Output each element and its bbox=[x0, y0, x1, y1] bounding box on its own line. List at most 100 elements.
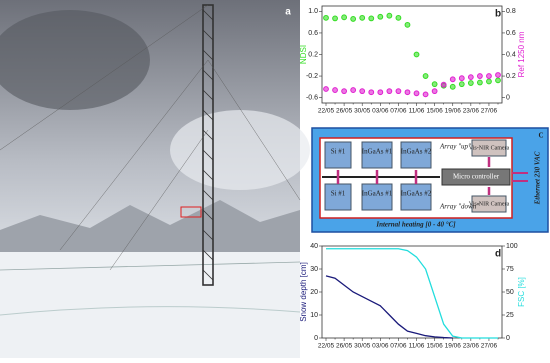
controller-label: Micro controller bbox=[453, 173, 500, 181]
point bbox=[449, 83, 456, 90]
point bbox=[404, 21, 411, 28]
y-tick-label: 0.6 bbox=[308, 30, 318, 37]
y2-tick-label: 0.6 bbox=[506, 30, 516, 37]
sensor-label: InGaAs #1 bbox=[362, 190, 393, 198]
panel-label: C bbox=[538, 132, 543, 140]
x-tick-label: 22/05 bbox=[318, 343, 335, 350]
sensor-label: Si #1 bbox=[331, 148, 346, 156]
line bbox=[325, 275, 453, 339]
point bbox=[495, 72, 501, 78]
y-tick-label: 1.0 bbox=[308, 8, 318, 15]
y2-tick-label: 25 bbox=[506, 312, 514, 319]
point bbox=[440, 81, 447, 88]
y2-tick-label: 0.4 bbox=[506, 51, 516, 58]
point bbox=[431, 88, 438, 95]
x-tick-label: 07/06 bbox=[390, 343, 407, 350]
point bbox=[386, 88, 393, 95]
x-tick-label: 15/06 bbox=[426, 108, 443, 115]
plot-area bbox=[321, 5, 503, 104]
y-tick-label: -0.2 bbox=[306, 73, 318, 80]
point bbox=[404, 89, 411, 96]
photo: a bbox=[0, 0, 310, 358]
sensor-label: InGaAs #2 bbox=[401, 190, 432, 198]
point bbox=[350, 87, 357, 93]
point bbox=[413, 90, 420, 97]
point bbox=[467, 80, 474, 86]
point bbox=[467, 74, 474, 81]
y2-tick-label: 0 bbox=[506, 335, 510, 342]
point bbox=[486, 73, 492, 79]
x-tick-label: 27/06 bbox=[481, 343, 498, 350]
y2-tick-label: 0 bbox=[506, 94, 510, 101]
y-axis-label: Snow depth [cm] bbox=[299, 262, 308, 322]
point bbox=[332, 15, 338, 22]
point bbox=[422, 91, 429, 98]
y-tick-label: 40 bbox=[310, 243, 318, 250]
x-tick-label: 11/06 bbox=[409, 108, 425, 115]
x-tick-label: 23/06 bbox=[463, 343, 480, 350]
x-tick-label: 11/06 bbox=[409, 343, 425, 350]
y2-tick-label: 100 bbox=[506, 243, 518, 250]
point bbox=[422, 73, 429, 79]
x-tick-label: 26/05 bbox=[336, 108, 353, 115]
point bbox=[386, 12, 393, 19]
point bbox=[395, 88, 402, 95]
y2-axis-label: FSC [%] bbox=[517, 277, 526, 307]
x-tick-label: 15/06 bbox=[426, 343, 443, 350]
y-tick-label: 30 bbox=[310, 266, 318, 273]
point bbox=[350, 16, 357, 22]
point bbox=[476, 79, 483, 86]
point bbox=[458, 75, 465, 82]
line bbox=[326, 248, 498, 339]
x-tick-label: 19/06 bbox=[445, 343, 462, 350]
panel-label: a bbox=[285, 7, 291, 18]
power-label: Ethernet 230 VAC bbox=[534, 151, 542, 205]
x-tick-label: 30/05 bbox=[354, 108, 371, 115]
point bbox=[449, 76, 456, 83]
point bbox=[359, 88, 366, 95]
x-tick-label: 22/05 bbox=[318, 108, 335, 115]
sensor-label: InGaAs #1 bbox=[362, 148, 393, 156]
x-tick-label: 03/06 bbox=[372, 343, 389, 350]
point bbox=[395, 14, 402, 21]
x-tick-label: 26/05 bbox=[336, 343, 353, 350]
plot-area bbox=[321, 245, 503, 339]
y-tick-label: 10 bbox=[310, 312, 318, 319]
camera-label: Vis-NIR Camera bbox=[469, 201, 510, 207]
point bbox=[458, 81, 465, 88]
y2-tick-label: 0.8 bbox=[506, 8, 516, 15]
point bbox=[332, 87, 338, 93]
x-tick-label: 19/06 bbox=[445, 108, 462, 115]
sensor-label: InGaAs #2 bbox=[401, 148, 432, 156]
array-label: Array "up" bbox=[439, 143, 471, 151]
point bbox=[341, 88, 348, 95]
diagram: Si #1 InGaAs #1 InGaAs #2 Si #1 InGaAs #… bbox=[311, 127, 549, 233]
point bbox=[368, 89, 375, 96]
x-tick-label: 23/06 bbox=[463, 108, 480, 115]
point bbox=[377, 13, 384, 20]
y2-axis-label: Ref 1250 nm bbox=[517, 31, 526, 77]
point bbox=[377, 89, 384, 96]
y-tick-label: 20 bbox=[310, 289, 318, 296]
point bbox=[359, 14, 366, 21]
point bbox=[341, 14, 348, 21]
point bbox=[495, 77, 501, 84]
camera-label: Vis-NIR Camera bbox=[469, 145, 510, 151]
x-tick-label: 03/06 bbox=[372, 108, 389, 115]
point bbox=[368, 15, 375, 22]
y2-tick-label: 75 bbox=[506, 266, 514, 273]
point bbox=[476, 73, 483, 79]
panel-label: b bbox=[495, 9, 501, 20]
y-tick-label: 0.2 bbox=[308, 51, 318, 58]
point bbox=[431, 81, 438, 88]
sensor-label: Si #1 bbox=[331, 190, 346, 198]
y2-tick-label: 0.2 bbox=[506, 73, 516, 80]
x-tick-label: 30/05 bbox=[354, 343, 371, 350]
heating-label: Internal heating [0 - 40 °C] bbox=[375, 221, 456, 229]
array-label: Array "down" bbox=[439, 203, 479, 211]
y2-tick-label: 50 bbox=[506, 289, 514, 296]
point bbox=[323, 86, 329, 92]
y-tick-label: -0.6 bbox=[306, 94, 318, 101]
panel-label: d bbox=[495, 249, 501, 260]
